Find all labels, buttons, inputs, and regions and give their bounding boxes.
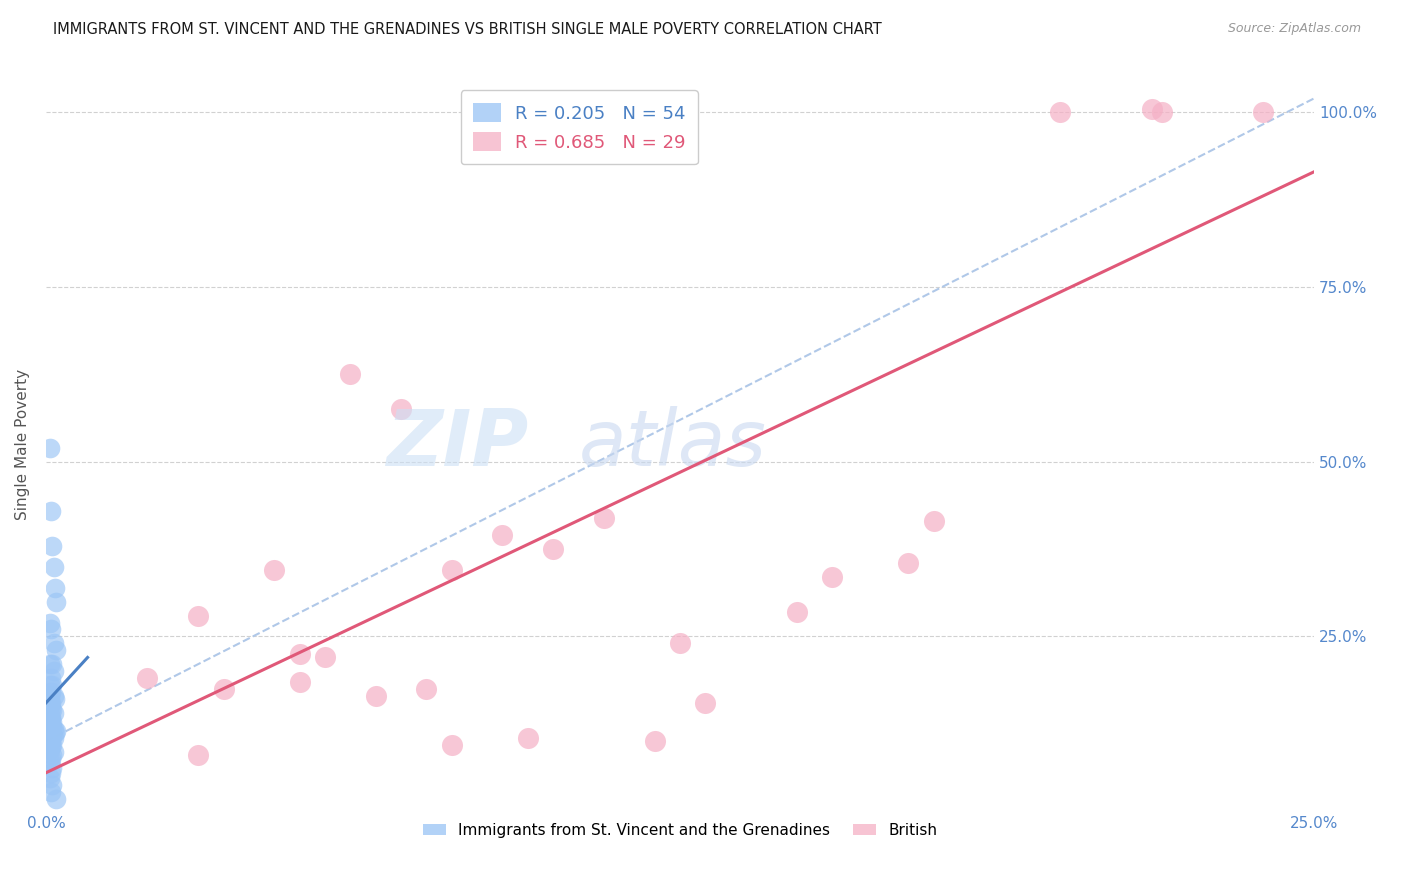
Point [187, 748, 209, 763]
Point [39, 441, 62, 455]
Text: Source: ZipAtlas.com: Source: ZipAtlas.com [1227, 22, 1361, 36]
Point [39, 752, 62, 766]
Point [42, 689, 65, 703]
Point [44, 692, 66, 706]
Point [39, 700, 62, 714]
Point [314, 650, 336, 665]
Point [44, 726, 66, 740]
Point [39, 504, 62, 518]
Point [1140, 102, 1163, 116]
Point [415, 681, 437, 696]
Point [364, 689, 387, 703]
Point [389, 402, 412, 417]
Point [41, 657, 63, 672]
Point [45, 643, 67, 657]
Point [39, 771, 62, 785]
Point [42, 731, 65, 745]
Point [39, 696, 62, 710]
Point [39, 784, 62, 798]
Point [786, 605, 808, 619]
Point [39, 765, 62, 780]
Point [39, 685, 62, 699]
Point [136, 672, 159, 686]
Point [39, 719, 62, 733]
Point [39, 714, 62, 728]
Text: atlas: atlas [579, 407, 766, 483]
Point [42, 745, 65, 759]
Point [41, 703, 63, 717]
Point [39, 739, 62, 754]
Point [41, 761, 63, 775]
Point [41, 729, 63, 743]
Point [41, 738, 63, 752]
Point [39, 742, 62, 756]
Point [39, 756, 62, 770]
Point [669, 636, 692, 650]
Point [39, 672, 62, 686]
Point [440, 563, 463, 577]
Point [41, 778, 63, 792]
Point [516, 731, 538, 745]
Point [821, 570, 844, 584]
Y-axis label: Single Male Poverty: Single Male Poverty [15, 368, 30, 520]
Point [41, 720, 63, 734]
Point [39, 712, 62, 726]
Point [45, 723, 67, 738]
Point [440, 738, 463, 752]
Point [212, 681, 235, 696]
Point [187, 608, 209, 623]
Point [39, 699, 62, 714]
Point [491, 528, 513, 542]
Point [339, 368, 361, 382]
Point [42, 559, 65, 574]
Point [45, 791, 67, 805]
Point [644, 734, 666, 748]
Point [42, 665, 65, 679]
Text: ZIP: ZIP [385, 407, 527, 483]
Point [695, 696, 717, 710]
Point [593, 510, 616, 524]
Point [39, 727, 62, 741]
Legend: Immigrants from St. Vincent and the Grenadines, British: Immigrants from St. Vincent and the Gren… [416, 817, 943, 844]
Point [1253, 105, 1275, 120]
Point [41, 678, 63, 692]
Point [288, 647, 311, 661]
Point [39, 710, 62, 724]
Point [39, 716, 62, 731]
Point [288, 674, 311, 689]
Point [41, 539, 63, 553]
Point [39, 734, 62, 748]
Point [42, 636, 65, 650]
Point [897, 556, 920, 570]
Point [1049, 105, 1071, 120]
Point [42, 706, 65, 721]
Point [42, 722, 65, 736]
Point [922, 514, 945, 528]
Point [263, 563, 285, 577]
Text: IMMIGRANTS FROM ST. VINCENT AND THE GRENADINES VS BRITISH SINGLE MALE POVERTY CO: IMMIGRANTS FROM ST. VINCENT AND THE GREN… [53, 22, 882, 37]
Point [41, 748, 63, 763]
Point [41, 714, 63, 729]
Point [39, 678, 62, 692]
Point [39, 689, 62, 703]
Point [44, 581, 66, 595]
Point [39, 615, 62, 630]
Point [541, 542, 564, 557]
Point [39, 657, 62, 672]
Point [39, 732, 62, 747]
Point [1150, 105, 1173, 120]
Point [39, 623, 62, 637]
Point [45, 594, 67, 608]
Point [39, 696, 62, 710]
